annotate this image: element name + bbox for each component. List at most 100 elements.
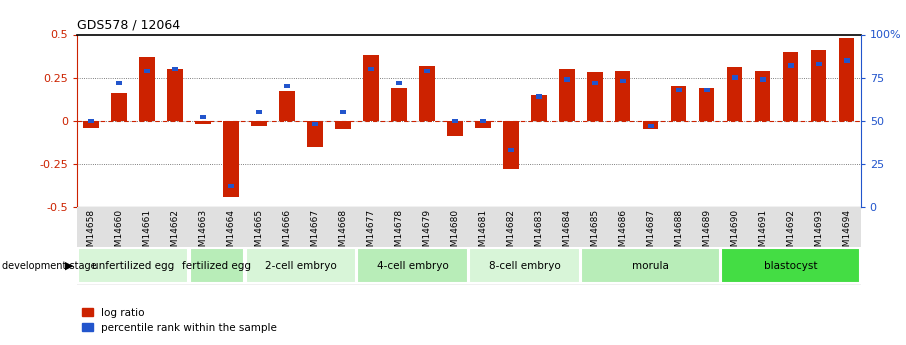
Bar [592, 81, 598, 85]
Bar [140, 57, 155, 121]
Bar [223, 121, 238, 197]
Text: GSM14664: GSM14664 [226, 209, 236, 258]
Bar [88, 119, 94, 123]
Text: 4-cell embryo: 4-cell embryo [377, 261, 448, 270]
Text: GSM14662: GSM14662 [170, 209, 179, 258]
Bar [815, 62, 822, 66]
Bar [620, 79, 626, 83]
Bar [284, 84, 290, 88]
Bar [368, 67, 374, 71]
Text: GSM14660: GSM14660 [114, 209, 123, 258]
Bar [335, 121, 351, 129]
Legend: log ratio, percentile rank within the sample: log ratio, percentile rank within the sa… [82, 308, 277, 333]
Text: GSM14694: GSM14694 [843, 209, 852, 258]
Bar [531, 95, 546, 121]
Text: 2-cell embryo: 2-cell embryo [265, 261, 337, 270]
Bar [475, 121, 490, 128]
Text: unfertilized egg: unfertilized egg [92, 261, 174, 270]
Bar [196, 121, 211, 124]
Bar [615, 71, 631, 121]
Text: ▶: ▶ [65, 261, 73, 270]
Text: GDS578 / 12064: GDS578 / 12064 [77, 19, 180, 32]
Bar [391, 88, 407, 121]
Bar [189, 248, 245, 283]
Bar [255, 110, 262, 114]
Bar [787, 63, 794, 68]
Text: GSM14691: GSM14691 [758, 209, 767, 258]
Bar [839, 38, 854, 121]
Bar [144, 69, 150, 73]
Bar [676, 88, 682, 92]
Bar [704, 88, 709, 92]
Bar [312, 122, 318, 126]
Text: morula: morula [632, 261, 670, 270]
Bar [783, 52, 798, 121]
Text: GSM14682: GSM14682 [506, 209, 516, 258]
Bar [582, 248, 720, 283]
Bar [83, 121, 99, 128]
Text: GSM14679: GSM14679 [422, 209, 431, 258]
Bar [200, 115, 206, 119]
Text: GSM14666: GSM14666 [283, 209, 292, 258]
Bar [759, 77, 766, 81]
Bar [172, 67, 178, 71]
Bar [228, 184, 234, 188]
Bar [727, 67, 742, 121]
Bar [843, 58, 850, 62]
Bar [535, 95, 542, 99]
Bar [363, 55, 379, 121]
Bar [643, 121, 659, 129]
Text: GSM14689: GSM14689 [702, 209, 711, 258]
Bar [721, 248, 860, 283]
Text: GSM14667: GSM14667 [311, 209, 320, 258]
Text: GSM14686: GSM14686 [618, 209, 627, 258]
Text: blastocyst: blastocyst [764, 261, 817, 270]
Bar [452, 119, 458, 123]
Bar [503, 121, 518, 169]
Bar [396, 81, 402, 85]
Bar [648, 124, 654, 128]
Text: GSM14690: GSM14690 [730, 209, 739, 258]
Bar [358, 248, 468, 283]
Bar [732, 76, 737, 80]
Bar [251, 121, 266, 126]
Bar [811, 50, 826, 121]
Bar [587, 72, 602, 121]
Bar [507, 148, 514, 152]
Text: GSM14684: GSM14684 [563, 209, 572, 258]
Text: fertilized egg: fertilized egg [182, 261, 252, 270]
Text: GSM14668: GSM14668 [339, 209, 347, 258]
Text: GSM14665: GSM14665 [255, 209, 264, 258]
Text: GSM14680: GSM14680 [450, 209, 459, 258]
Bar [419, 66, 435, 121]
Text: GSM14661: GSM14661 [142, 209, 151, 258]
Bar [78, 248, 188, 283]
Bar [246, 248, 356, 283]
Text: GSM14692: GSM14692 [786, 209, 795, 258]
Text: 8-cell embryo: 8-cell embryo [489, 261, 561, 270]
Text: GSM14683: GSM14683 [535, 209, 544, 258]
Text: GSM14688: GSM14688 [674, 209, 683, 258]
Bar [671, 86, 687, 121]
Text: development stage: development stage [2, 261, 96, 270]
Bar [279, 91, 294, 121]
Bar [307, 121, 323, 147]
Text: GSM14677: GSM14677 [366, 209, 375, 258]
Bar [559, 69, 574, 121]
Bar [116, 81, 122, 85]
Bar [424, 69, 430, 73]
Text: GSM14681: GSM14681 [478, 209, 487, 258]
Bar [480, 119, 486, 123]
Bar [564, 77, 570, 81]
Text: GSM14685: GSM14685 [591, 209, 599, 258]
Text: GSM14658: GSM14658 [86, 209, 95, 258]
Bar [111, 93, 127, 121]
Bar [699, 88, 715, 121]
Bar [340, 110, 346, 114]
Text: GSM14693: GSM14693 [814, 209, 824, 258]
Bar [469, 248, 580, 283]
Bar [448, 121, 463, 136]
Text: GSM14663: GSM14663 [198, 209, 207, 258]
Text: GSM14678: GSM14678 [394, 209, 403, 258]
Bar [755, 71, 770, 121]
